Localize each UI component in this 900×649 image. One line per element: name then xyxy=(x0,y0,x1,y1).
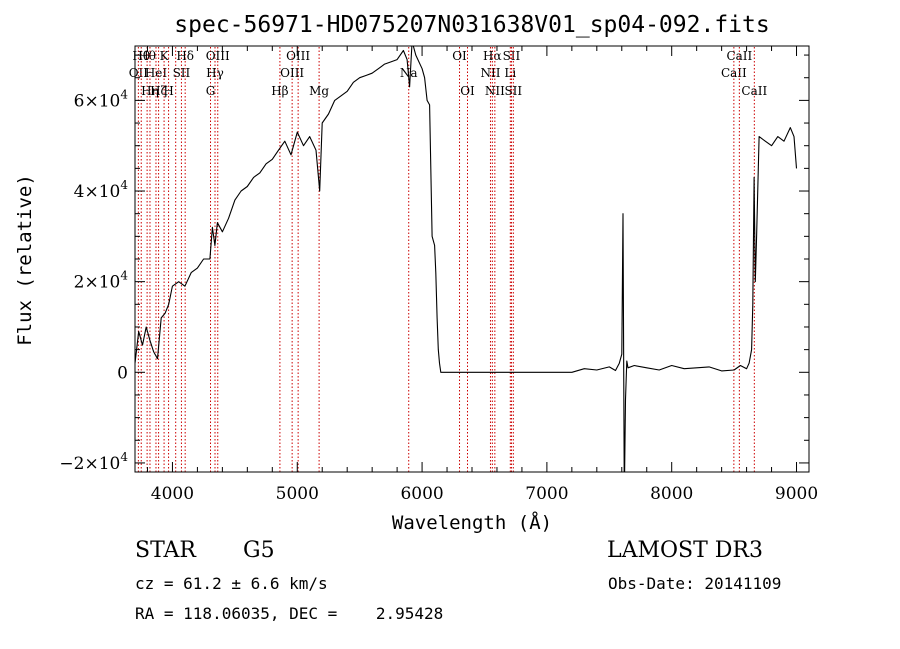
line-marker-label-26: SII xyxy=(504,84,522,98)
line-marker-label-1: Hθ xyxy=(132,49,150,63)
y-axis-label: Flux (relative) xyxy=(14,174,36,346)
emission-line-markers: OIIHθHθHηHeIHζKHSIIHδGHγOIIIHβOIIIOIIIMg… xyxy=(129,47,767,472)
line-marker-label-14: Hβ xyxy=(271,84,288,98)
y-tick-label: 6×104 xyxy=(74,87,129,111)
x-axis-label: Wavelength (Å) xyxy=(392,511,552,534)
redshift-text: cz = 61.2 ± 6.6 km/s xyxy=(135,574,328,593)
line-marker-label-15: OIII xyxy=(280,66,304,80)
spectrum-line xyxy=(135,46,798,472)
line-marker-label-19: OI xyxy=(452,49,467,63)
line-marker-label-9: SII xyxy=(173,66,191,80)
line-marker-label-4: HeI xyxy=(145,66,168,80)
line-marker-label-13: OIII xyxy=(206,49,230,63)
survey-name: LAMOST DR3 xyxy=(607,538,763,563)
line-marker-label-20: OI xyxy=(460,84,475,98)
line-marker-label-11: G xyxy=(206,84,216,98)
line-marker-label-23: NII xyxy=(485,84,505,98)
line-marker-label-12: Hγ xyxy=(206,66,224,80)
spectrum-plot xyxy=(135,46,798,472)
y-tick-label: 0 xyxy=(117,363,128,383)
line-marker-label-10: Hδ xyxy=(176,49,194,63)
line-marker-label-7: H xyxy=(163,84,173,98)
x-tick-label: 5000 xyxy=(276,484,319,504)
line-marker-label-29: CaII xyxy=(741,84,767,98)
axes: 4000 5000 6000 7000 8000 9000 −2×104 0 2×104 4×10… xyxy=(59,45,818,504)
line-marker-label-16: OIII xyxy=(286,49,310,63)
line-marker-label-6: K xyxy=(160,49,170,63)
line-marker-label-5: Hζ xyxy=(150,84,167,98)
line-marker-label-22: Hα xyxy=(483,49,502,63)
x-tick-label: 7000 xyxy=(525,484,568,504)
line-marker-label-24: Li xyxy=(504,66,516,80)
y-tick-label: −2×104 xyxy=(59,450,128,474)
line-marker-label-0: OII xyxy=(129,66,149,80)
y-tick-label: 2×104 xyxy=(74,269,129,293)
object-subclass: G5 xyxy=(243,538,275,563)
x-tick-label: 4000 xyxy=(151,484,194,504)
line-marker-label-2: Hθ xyxy=(138,49,156,63)
line-marker-label-25: SII xyxy=(503,49,521,63)
y-tick-label: 4×104 xyxy=(74,178,129,202)
x-tick-label: 8000 xyxy=(650,484,693,504)
line-marker-label-3: Hη xyxy=(141,84,159,98)
coordinates-text: RA = 118.06035, DEC = 2.95428 xyxy=(135,604,444,623)
line-marker-label-21: NII xyxy=(480,66,500,80)
line-marker-label-27: CaII xyxy=(721,66,747,80)
chart-title: spec-56971-HD075207N031638V01_sp04-092.f… xyxy=(174,12,769,38)
x-tick-label: 6000 xyxy=(400,484,443,504)
line-marker-label-28: CaII xyxy=(726,49,752,63)
object-class: STAR xyxy=(135,538,196,563)
x-tick-label: 9000 xyxy=(775,484,818,504)
line-marker-label-17: Mg xyxy=(309,84,329,98)
obs-date: Obs-Date: 20141109 xyxy=(608,574,782,593)
plot-frame xyxy=(134,45,810,473)
